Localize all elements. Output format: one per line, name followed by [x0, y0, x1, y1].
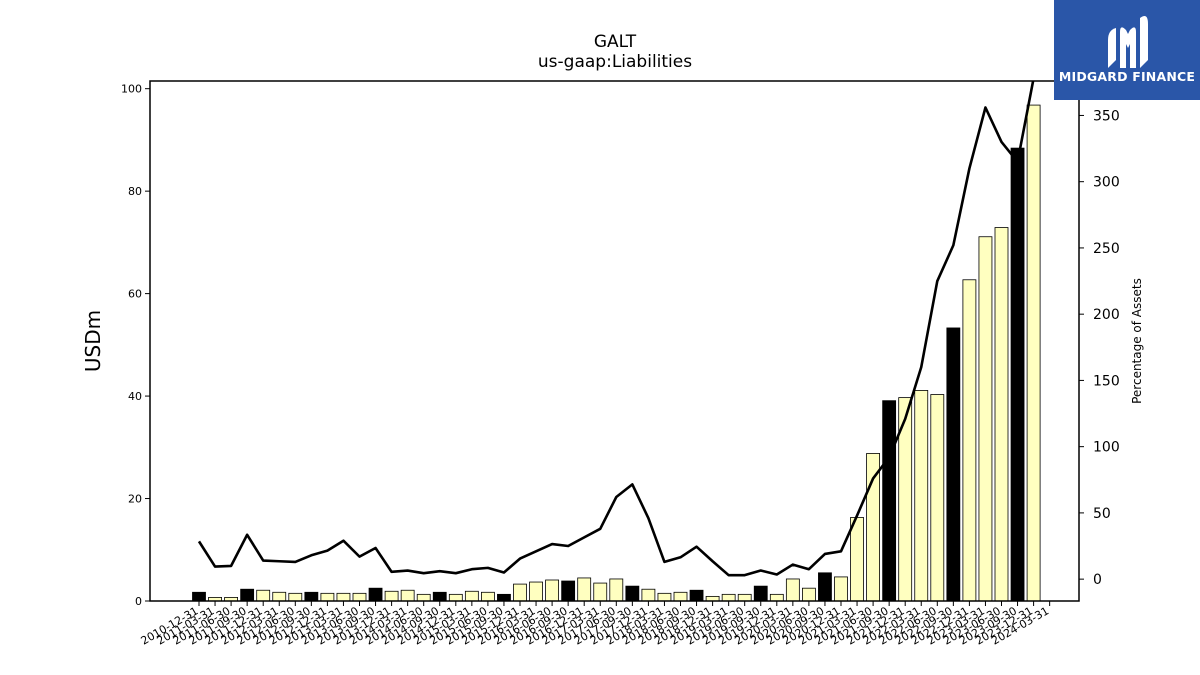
bar — [946, 327, 961, 602]
bar — [721, 593, 736, 602]
chart-title: GALT — [593, 32, 637, 52]
bars-group — [192, 104, 1041, 602]
bar — [609, 578, 624, 602]
y2-tick-label: 150 — [1093, 373, 1120, 389]
bar — [689, 589, 704, 602]
line-series — [197, 81, 1035, 577]
y-tick-label: 100 — [121, 83, 142, 96]
bar — [336, 592, 351, 602]
bar — [480, 591, 495, 602]
y-tick-label: 60 — [128, 288, 142, 301]
bar — [834, 576, 848, 602]
y2-tick-label: 300 — [1093, 175, 1120, 191]
y2-tick-label: 0 — [1093, 572, 1102, 588]
bar — [1010, 147, 1025, 602]
bar — [256, 589, 271, 602]
y-tick-label: 20 — [128, 493, 142, 506]
bar — [753, 585, 768, 602]
bar — [914, 390, 929, 602]
bar — [737, 593, 752, 602]
bar — [192, 591, 206, 602]
bar — [818, 572, 832, 602]
y2-axis-label: Percentage of Assets — [1130, 278, 1144, 404]
bar — [352, 592, 367, 602]
bar — [1026, 104, 1041, 602]
bar — [513, 583, 527, 602]
bar — [866, 453, 880, 602]
bar — [785, 578, 800, 602]
bar — [882, 400, 897, 602]
y2-tick-label: 50 — [1093, 506, 1111, 522]
bar — [320, 592, 335, 602]
bar — [240, 588, 255, 602]
y-tick-label: 40 — [128, 390, 142, 403]
y-axis-right: 0 50 100 150 200 250 300 350 — [1079, 108, 1120, 588]
bar — [448, 593, 463, 602]
bar — [962, 279, 977, 602]
plot-frame — [149, 80, 1080, 602]
bar — [416, 593, 431, 602]
bar — [464, 590, 479, 602]
bar — [368, 587, 383, 602]
y2-tick-label: 100 — [1093, 440, 1120, 456]
bar — [304, 591, 319, 602]
y2-tick-label: 250 — [1093, 241, 1120, 257]
logo-text: MIDGARD FINANCE — [1058, 69, 1196, 84]
line-group — [197, 81, 1035, 577]
bar — [272, 591, 287, 602]
bar — [529, 581, 543, 602]
chart-subtitle: us-gaap:Liabilities — [537, 52, 693, 72]
bar — [850, 517, 864, 602]
bar — [994, 227, 1009, 602]
bar — [769, 593, 784, 602]
bar — [978, 236, 993, 602]
bar — [593, 582, 608, 602]
bar — [930, 394, 945, 602]
y-tick-label: 80 — [128, 185, 142, 198]
bar — [561, 580, 576, 602]
x-axis: 2010-12-312011-03-312011-06-302011-09-30… — [139, 601, 1051, 648]
bar — [625, 585, 640, 602]
bar — [432, 591, 447, 602]
y-tick-label: 0 — [135, 595, 142, 608]
bar — [641, 588, 656, 602]
brand-logo: MIDGARD FINANCE — [1054, 0, 1200, 100]
y-axis-label: USDm — [81, 310, 105, 372]
bar — [802, 587, 816, 602]
bar — [673, 591, 688, 602]
bar — [384, 590, 399, 602]
bar — [497, 593, 511, 602]
y-axis-left: 0 20 40 60 80 100 — [121, 83, 150, 608]
bar — [577, 577, 592, 602]
bar — [288, 592, 303, 602]
y2-tick-label: 200 — [1093, 307, 1120, 323]
y2-tick-label: 350 — [1093, 108, 1120, 124]
bar — [657, 592, 672, 602]
logo-mark-icon — [1108, 16, 1148, 68]
bar — [545, 579, 559, 602]
bar — [400, 589, 415, 602]
